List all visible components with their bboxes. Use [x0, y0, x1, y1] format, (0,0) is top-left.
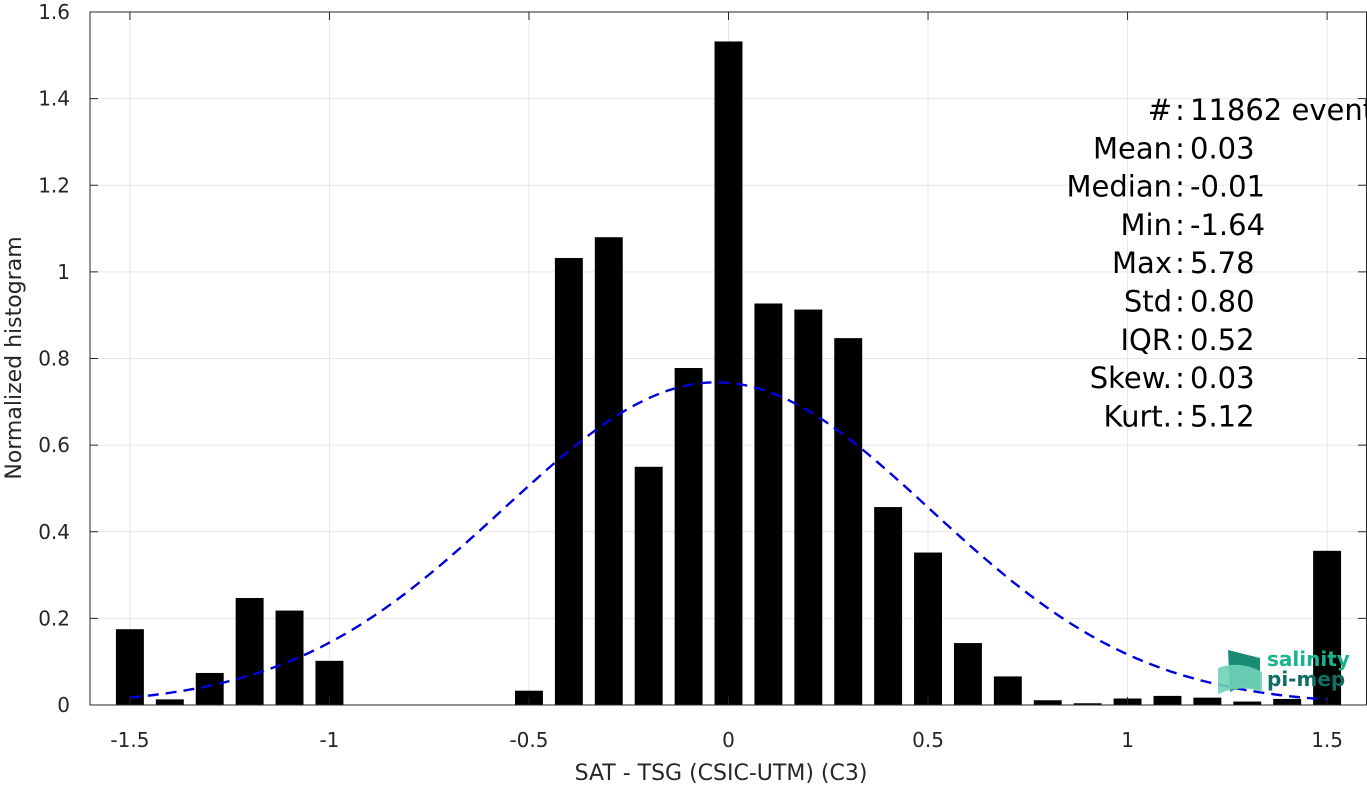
x-tick-label: 1.5	[1311, 728, 1343, 752]
stat-value: -0.01	[1190, 170, 1265, 204]
stat-colon: :	[1175, 131, 1185, 165]
gaussian-fit-curve	[129, 381, 1328, 701]
y-tick-label: 0.6	[38, 433, 70, 457]
histogram-bar	[1073, 703, 1102, 705]
histogram-bar	[1233, 701, 1262, 705]
x-axis-title: SAT - TSG (CSIC-UTM) (C3)	[575, 761, 868, 785]
stat-value: 5.12	[1190, 399, 1255, 433]
histogram-bar	[115, 629, 144, 705]
histogram-bar	[674, 368, 703, 705]
histogram-bar	[993, 676, 1022, 705]
histogram-bar	[634, 466, 663, 705]
histogram-bar	[914, 552, 942, 705]
histogram-bar	[874, 507, 903, 705]
stat-label: Median	[1067, 170, 1172, 204]
stat-label: Skew.	[1090, 361, 1172, 395]
x-tick-label: -1.5	[110, 728, 149, 752]
y-tick-label: 0	[57, 693, 70, 717]
stat-value: 11862 events	[1190, 93, 1367, 127]
stat-label: Std	[1124, 285, 1172, 319]
logo-text-salinity: salinity	[1267, 647, 1350, 671]
x-tick-labels: -1.5 -1 -0.5 0 0.5 1 1.5	[110, 728, 1343, 752]
histogram-bar	[794, 309, 823, 705]
stat-colon: :	[1175, 93, 1185, 127]
histogram-bar	[594, 237, 623, 705]
y-tick-label: 1.4	[38, 87, 70, 111]
y-tick-label: 1	[57, 260, 70, 284]
x-tick-label: 1	[1121, 728, 1134, 752]
y-tick-label: 1.6	[38, 0, 70, 24]
histogram-bar	[275, 610, 304, 705]
y-axis-title: Normalized histogram	[2, 236, 27, 479]
histogram-bar	[1033, 700, 1062, 705]
stat-colon: :	[1175, 285, 1185, 319]
x-tick-label: -1	[319, 728, 339, 752]
x-tick-label: 0	[722, 728, 735, 752]
stat-label: Max	[1112, 246, 1172, 280]
histogram-bar	[1313, 550, 1342, 705]
histogram-bar	[953, 643, 982, 705]
stat-value: 0.03	[1190, 361, 1255, 395]
stat-label: IQR	[1120, 323, 1172, 357]
stat-colon: :	[1175, 170, 1185, 204]
histogram-bar	[754, 303, 783, 705]
histogram-bar	[834, 338, 863, 705]
stat-colon: :	[1175, 361, 1185, 395]
stat-value: 0.80	[1190, 285, 1255, 319]
stat-label: Mean	[1093, 131, 1172, 165]
histogram-bar	[155, 699, 184, 705]
statistics-box: #:11862 eventsMean:0.03Median:-0.01Min:-…	[1067, 93, 1367, 433]
stat-value: 5.78	[1190, 246, 1255, 280]
logo-text-pimep: pi-mep	[1267, 667, 1345, 691]
x-tick-label: -0.5	[509, 728, 548, 752]
stat-colon: :	[1175, 399, 1185, 433]
salinity-pimep-logo: salinity pi-mep	[1218, 647, 1350, 694]
y-tick-label: 0.2	[38, 606, 70, 630]
stat-label: Min	[1121, 208, 1172, 242]
y-tick-labels: 0 0.2 0.4 0.6 0.8 1 1.2 1.4 1.6	[38, 0, 70, 717]
histogram-bar	[1273, 698, 1302, 705]
axis-ticks	[90, 11, 1366, 706]
stat-value: 0.03	[1190, 131, 1255, 165]
stat-colon: :	[1175, 323, 1185, 357]
histogram-bars	[115, 41, 1342, 705]
y-tick-label: 1.2	[38, 173, 70, 197]
histogram-bar	[1153, 695, 1182, 705]
histogram-bar	[195, 672, 224, 705]
histogram-bar	[554, 258, 583, 705]
x-tick-label: 0.5	[912, 728, 944, 752]
histogram-bar	[1193, 697, 1222, 705]
y-tick-label: 0.4	[38, 520, 70, 544]
stat-value: -1.64	[1190, 208, 1265, 242]
y-tick-label: 0.8	[38, 347, 70, 371]
stat-colon: :	[1175, 246, 1185, 280]
stat-colon: :	[1175, 208, 1185, 242]
histogram-bar	[235, 598, 264, 705]
stat-label: #	[1148, 93, 1172, 127]
stat-value: 0.52	[1190, 323, 1255, 357]
histogram-bar	[714, 41, 743, 705]
stat-label: Kurt.	[1104, 399, 1172, 433]
